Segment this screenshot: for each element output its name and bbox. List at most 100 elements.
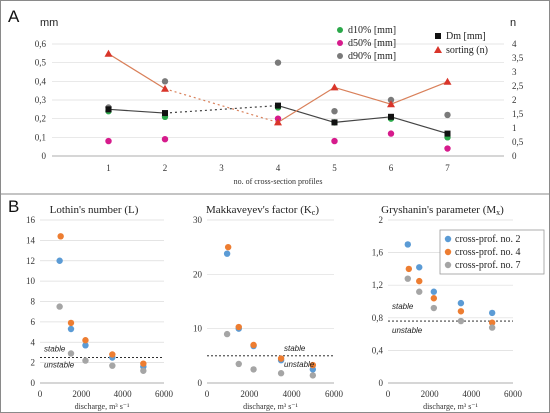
legend-label: d50% [mm] xyxy=(348,38,396,49)
legend-marker xyxy=(337,27,343,33)
series-line xyxy=(108,108,166,114)
y-tick-label: 30 xyxy=(193,215,203,225)
series-line xyxy=(108,53,166,90)
data-point xyxy=(444,145,451,152)
title-subscript: x xyxy=(496,208,500,217)
y-tick-label-right: 3,5 xyxy=(512,53,524,63)
data-point xyxy=(105,137,112,145)
data-point xyxy=(277,355,285,362)
legend-marker xyxy=(435,33,441,39)
series-line xyxy=(277,86,335,123)
series-line xyxy=(334,116,392,123)
legend-marker xyxy=(444,235,452,243)
series-line xyxy=(277,105,335,123)
legend-label: cross-prof. no. 7 xyxy=(455,260,521,271)
data-point xyxy=(430,288,438,295)
x-tick-label: 7 xyxy=(445,163,450,173)
data-point xyxy=(56,303,63,310)
data-point xyxy=(405,265,413,273)
panel-label-b: B xyxy=(8,197,19,216)
y-tick-label-left: 0,5 xyxy=(35,58,47,68)
y-tick-label: 10 xyxy=(193,324,203,334)
y-tick-label: 12 xyxy=(26,256,35,266)
data-point xyxy=(309,372,317,379)
x-tick-label: 0 xyxy=(205,389,210,399)
series-line xyxy=(390,81,448,105)
x-tick-label: 6000 xyxy=(155,389,174,399)
legend-label: d10% [mm] xyxy=(348,25,396,36)
y-tick-label-right: 1 xyxy=(512,123,517,133)
stable-label: stable xyxy=(44,345,66,354)
data-point xyxy=(162,110,168,117)
sediment-size-chart: 0 0,1 0,2 0,3 0,4 0,5 0,6 0 0,5 1 1,5 2 2,5 3 3,5 4 1 2 3 4… xyxy=(35,17,524,186)
data-point xyxy=(140,360,147,367)
data-point xyxy=(488,319,496,326)
x-tick-label: 4 xyxy=(276,163,281,173)
y-tick-label: 0,8 xyxy=(372,313,384,323)
stable-label: stable xyxy=(392,302,414,311)
y-tick-label: 0,4 xyxy=(372,345,384,355)
legend-marker xyxy=(444,248,452,256)
chart-title: Gryshanin's parameter (Mx) xyxy=(381,204,504,217)
data-point xyxy=(67,350,75,357)
x-tick-label: 4000 xyxy=(114,389,133,399)
y-tick-label-right: 1,5 xyxy=(512,109,524,119)
y-tick-label-left: 0,4 xyxy=(35,76,47,86)
data-point xyxy=(404,241,411,248)
data-point xyxy=(416,277,423,285)
data-point xyxy=(161,78,169,85)
gryshanin-parameter-chart: Gryshanin's parameter (Mx) 0 0,4 0,8 1,2 1,6 2… xyxy=(372,204,545,411)
data-point xyxy=(416,288,423,295)
data-point xyxy=(223,330,231,338)
series-line xyxy=(164,105,279,114)
data-point xyxy=(331,119,338,126)
x-tick-label: 4000 xyxy=(462,389,481,399)
data-point xyxy=(309,361,317,369)
x-axis-label: discharge, m³ s⁻¹ xyxy=(423,402,478,411)
x-axis-label: discharge, m³ s⁻¹ xyxy=(75,402,130,411)
data-point xyxy=(140,367,147,374)
data-point xyxy=(416,264,423,271)
y-tick-label-right: 0 xyxy=(512,151,517,161)
x-axis-label: no. of cross-section profiles xyxy=(234,177,323,186)
legend-label: d90% [mm] xyxy=(348,51,396,62)
data-point xyxy=(388,113,394,120)
x-tick-label: 5 xyxy=(332,163,337,173)
data-point xyxy=(161,84,169,92)
data-point xyxy=(430,304,438,312)
series-line xyxy=(334,86,392,105)
data-point xyxy=(430,295,438,302)
title-subscript: c xyxy=(312,208,316,217)
x-tick-label: 1 xyxy=(106,163,111,173)
legend-label: Dm [mm] xyxy=(446,31,486,42)
data-point xyxy=(404,275,411,282)
y-tick-label: 1,6 xyxy=(372,248,384,258)
data-point xyxy=(223,250,231,257)
chart-title: Makkaveyev's factor (Kc) xyxy=(206,204,319,217)
data-point xyxy=(457,317,465,325)
series-line xyxy=(390,116,448,135)
stable-label: stable xyxy=(284,344,306,353)
data-point xyxy=(235,323,242,331)
data-point xyxy=(57,233,64,240)
data-point xyxy=(56,257,63,264)
data-point xyxy=(105,106,112,113)
data-point xyxy=(274,59,282,66)
data-point xyxy=(82,337,89,344)
chart-title: Lothin's number (L) xyxy=(50,204,139,216)
data-point xyxy=(224,243,232,251)
y-tick-label-right: 2 xyxy=(512,95,517,105)
legend-marker xyxy=(444,261,452,269)
data-point xyxy=(387,100,395,108)
title-end: ) xyxy=(315,204,319,216)
x-tick-label: 4000 xyxy=(283,389,302,399)
y-unit-left: mm xyxy=(40,17,58,29)
y-tick-label: 14 xyxy=(26,235,36,245)
y-tick-label: 0 xyxy=(31,378,36,388)
data-point xyxy=(488,324,496,331)
data-point xyxy=(109,351,116,358)
unstable-label: unstable xyxy=(44,361,75,370)
data-point xyxy=(444,130,451,137)
x-tick-label: 2000 xyxy=(421,389,440,399)
